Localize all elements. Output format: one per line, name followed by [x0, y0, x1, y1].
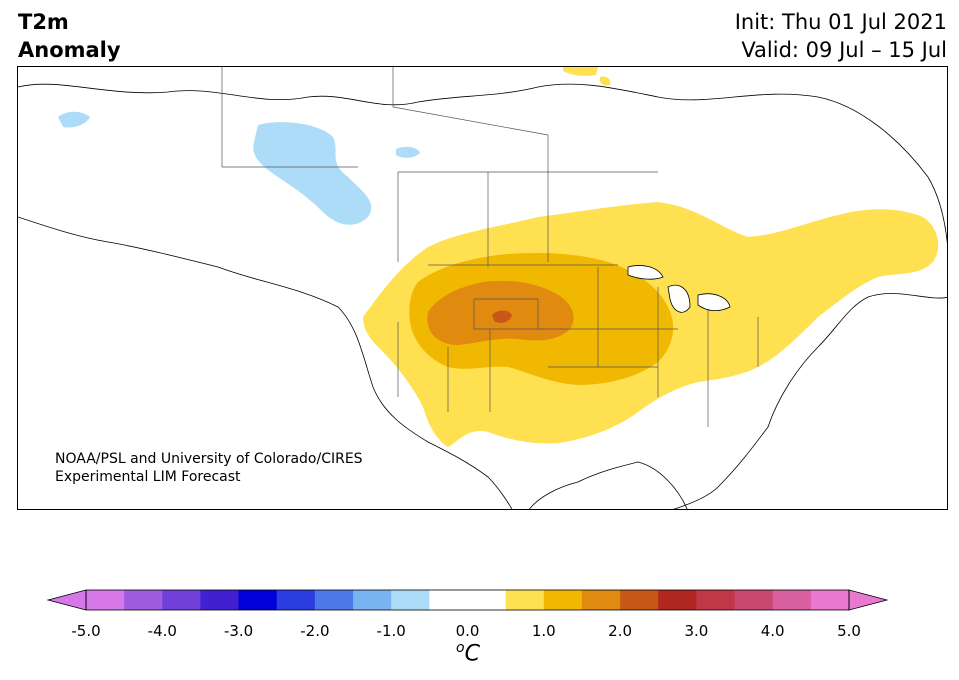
colorbar-segment: [353, 590, 392, 610]
title-line-1: T2m: [18, 10, 69, 34]
colorbar-unit: oC: [456, 640, 480, 667]
colorbar-segment: [505, 590, 545, 610]
colorbar-segment: [810, 590, 850, 610]
colorbar-right-extension: [848, 589, 889, 611]
colorbar-segment: [162, 590, 201, 610]
colorbar-segment: [200, 590, 240, 610]
colorbar-tick-label: 3.0: [684, 622, 709, 640]
colorbar-tick-label: 2.0: [608, 622, 633, 640]
colorbar-left-extension: [46, 589, 87, 611]
credit-line-2: Experimental LIM Forecast: [55, 469, 241, 485]
colorbar-outline: [85, 589, 850, 611]
colorbar: [46, 589, 889, 611]
colorbar-segment: [276, 590, 316, 610]
forecast-dates: Init: Thu 01 Jul 2021 Valid: 09 Jul – 15…: [735, 8, 947, 64]
init-date: Init: Thu 01 Jul 2021: [734, 10, 947, 34]
colorbar-segment: [467, 590, 507, 610]
map-svg: [18, 67, 947, 509]
colorbar-segment: [86, 590, 125, 610]
credit-text: NOAA/PSL and University of Colorado/CIRE…: [55, 450, 363, 486]
colorbar-segment: [543, 590, 583, 610]
colorbar-segment: [772, 590, 812, 610]
map-title: T2m Anomaly: [18, 8, 121, 64]
colorbar-segment: [429, 590, 468, 610]
colorbar-tick-label: -5.0: [71, 622, 101, 640]
colorbar-segment: [314, 590, 354, 610]
title-line-2: Anomaly: [18, 38, 121, 62]
warm-anomaly-areas: [363, 67, 939, 447]
anomaly-map: [17, 66, 948, 510]
credit-line-1: NOAA/PSL and University of Colorado/CIRE…: [55, 451, 363, 467]
great-lakes: [627, 265, 731, 313]
colorbar-segment: [696, 590, 736, 610]
colorbar-tick-label: 4.0: [760, 622, 785, 640]
colorbar-segment: [658, 590, 697, 610]
colorbar-tick-label: -1.0: [376, 622, 406, 640]
colorbar-tick-label: 5.0: [837, 622, 861, 640]
cool-anomaly-areas: [58, 111, 420, 225]
colorbar-segment: [620, 590, 659, 610]
colorbar-tick-label: 0.0: [455, 622, 480, 640]
colorbar-segment: [734, 590, 774, 610]
colorbar-segments: [86, 590, 850, 610]
colorbar-segment: [391, 590, 430, 610]
colorbar-segment: [124, 590, 163, 610]
colorbar-tick-label: -4.0: [147, 622, 177, 640]
colorbar-tick-label: -2.0: [300, 622, 330, 640]
colorbar-segment: [581, 590, 621, 610]
colorbar-tick-label: 1.0: [531, 622, 556, 640]
colorbar-segment: [238, 590, 278, 610]
boundary-lines: [221, 67, 759, 427]
valid-period: Valid: 09 Jul – 15 Jul: [741, 38, 947, 62]
colorbar-tick-label: -3.0: [223, 622, 254, 640]
